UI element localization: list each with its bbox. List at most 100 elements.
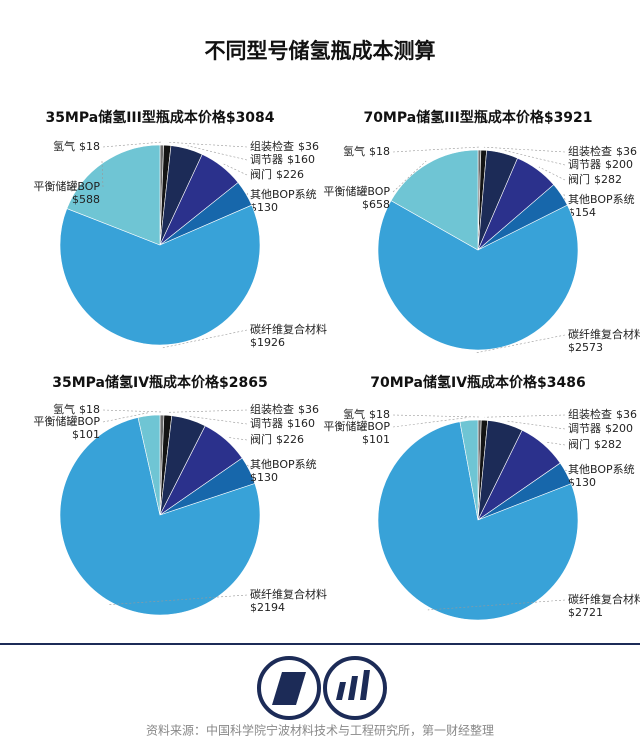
category-label: 平衡储罐BOP <box>33 179 100 193</box>
slice-label: 阀门 $226 <box>250 432 304 446</box>
leader-line <box>246 464 253 470</box>
slice-label: 组装检查 $36 <box>250 139 319 153</box>
slice-label: 碳纤维复合材料$2194 <box>250 587 327 614</box>
value-label: $2194 <box>250 601 285 614</box>
slice-label: 氢气 $18 <box>53 139 100 153</box>
category-label: 碳纤维复合材料 <box>568 592 640 606</box>
slice-label: 氢气 $18 <box>53 402 100 416</box>
leader-line <box>538 166 566 181</box>
category-label: 其他BOP系统 <box>250 188 317 201</box>
slice-label: 平衡储罐BOP $588 <box>33 179 100 206</box>
value-label: $36 <box>298 403 319 416</box>
leader-line <box>506 420 566 430</box>
value-label: $588 <box>72 193 100 206</box>
chart-title: 70MPa储氢IV瓶成本价格$3486 <box>370 374 586 391</box>
value-label: $282 <box>594 173 622 186</box>
value-label: $200 <box>605 422 633 435</box>
slice-label: 其他BOP系统$130 <box>568 463 635 489</box>
category-label: 氢气 <box>343 144 365 158</box>
slice-label: 调节器 $160 <box>250 417 315 430</box>
chart-title: 35MPa储氢III型瓶成本价格$3084 <box>45 109 274 126</box>
value-label: $36 <box>616 408 637 421</box>
category-label: 平衡储罐BOP <box>323 419 390 433</box>
slice-label: 其他BOP系统$130 <box>250 458 317 484</box>
leader-line <box>227 437 248 441</box>
leader-line <box>161 329 248 349</box>
leader-line <box>503 149 566 166</box>
leader-line <box>392 146 480 153</box>
leader-line <box>563 192 566 201</box>
category-label: 平衡储罐BOP <box>33 414 100 428</box>
pie-slice <box>390 149 479 251</box>
slice-label: 组装检查 $36 <box>568 144 637 158</box>
category-label: 碳纤维复合材料 <box>250 322 327 336</box>
value-label: $226 <box>276 168 304 181</box>
category-label: 碳纤维复合材料 <box>568 327 640 341</box>
value-label: $160 <box>287 153 315 166</box>
slice-label: 氢气 $18 <box>343 407 390 421</box>
category-label: 调节器 <box>568 422 601 435</box>
slice-label: 平衡储罐BOP $101 <box>323 419 390 446</box>
value-label: $36 <box>298 140 319 153</box>
slice-label: 其他BOP系统$130 <box>250 188 317 214</box>
logo-left <box>257 656 321 720</box>
leader-line <box>246 191 249 196</box>
category-label: 调节器 <box>250 153 283 166</box>
category-label: 组装检查 <box>568 407 612 421</box>
leader-line <box>564 469 570 472</box>
value-label: $18 <box>79 403 100 416</box>
pie-slice <box>377 421 579 621</box>
value-label: $101 <box>362 433 390 446</box>
category-label: 阀门 <box>568 437 590 451</box>
category-label: 其他BOP系统 <box>568 193 635 206</box>
pie-slice <box>59 417 261 616</box>
pie-slice <box>377 200 579 351</box>
pie-slice <box>66 144 161 246</box>
value-label: $130 <box>250 471 278 484</box>
category-label: 氢气 <box>343 407 365 421</box>
category-label: 组装检查 <box>250 402 294 416</box>
pie-chart: 35MPa储氢IV瓶成本价格$2865 氢气 $18 组装检查 $36 调节器 $160 阀门… <box>33 374 327 616</box>
category-label: 氢气 <box>53 402 75 416</box>
slice-label: 调节器 $200 <box>568 422 633 435</box>
slice-label: 碳纤维复合材料$2721 <box>568 592 640 619</box>
value-label: $154 <box>568 206 596 219</box>
source-note: 资料来源：中国科学院宁波材料技术与工程研究所，第一财经整理 <box>146 723 494 738</box>
slice-label: 组装检查 $36 <box>568 407 637 421</box>
leader-line <box>102 141 162 148</box>
value-label: $18 <box>369 408 390 421</box>
slice-label: 平衡储罐BOP $101 <box>33 414 100 441</box>
value-label: $658 <box>362 198 390 211</box>
value-label: $160 <box>287 417 315 430</box>
pie-chart: 35MPa储氢III型瓶成本价格$3084 氢气 $18 组装检查 $36 调节器 $160… <box>33 109 327 349</box>
value-label: $130 <box>250 201 278 214</box>
category-label: 碳纤维复合材料 <box>250 587 327 601</box>
slice-label: 平衡储罐BOP $658 <box>323 184 390 211</box>
category-label: 调节器 <box>568 158 601 171</box>
value-label: $1926 <box>250 336 285 349</box>
category-label: 阀门 <box>568 172 590 186</box>
pie-slice <box>59 204 261 346</box>
pie-slice <box>459 419 479 521</box>
slice-label: 阀门 $226 <box>250 167 304 181</box>
page-title: 不同型号储氢瓶成本测算 <box>205 39 436 63</box>
leader-line <box>223 163 248 176</box>
leader-line <box>483 146 566 153</box>
slice-label: 阀门 $282 <box>568 437 622 451</box>
category-label: 其他BOP系统 <box>250 458 317 471</box>
value-label: $200 <box>605 158 633 171</box>
value-label: $18 <box>79 140 100 153</box>
value-label: $130 <box>568 476 596 489</box>
value-label: $101 <box>72 428 100 441</box>
leader-line <box>101 159 104 188</box>
slice-label: 调节器 $200 <box>568 158 633 171</box>
slice-label: 阀门 $282 <box>568 172 622 186</box>
leader-line <box>475 334 566 354</box>
slice-label: 碳纤维复合材料$1926 <box>250 322 327 349</box>
category-label: 组装检查 <box>250 139 294 153</box>
pie-chart: 70MPa储氢IV瓶成本价格$3486 氢气 $18 组装检查 $36 调节器 $200 阀门… <box>323 374 640 621</box>
logo-right <box>323 656 387 720</box>
value-label: $282 <box>594 438 622 451</box>
chart-title: 70MPa储氢III型瓶成本价格$3921 <box>363 109 592 126</box>
